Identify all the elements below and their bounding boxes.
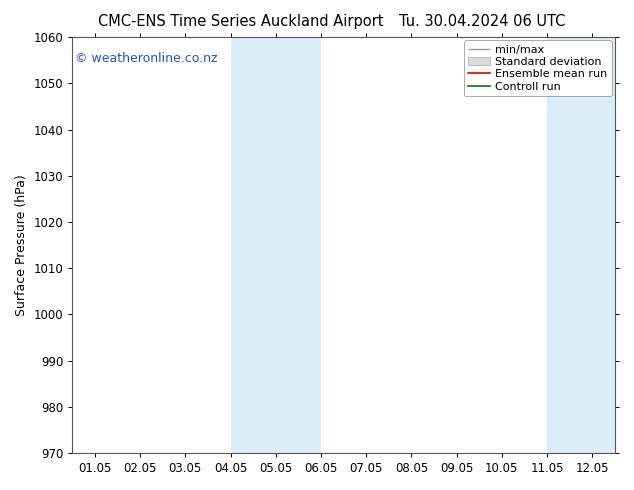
Text: CMC-ENS Time Series Auckland Airport: CMC-ENS Time Series Auckland Airport — [98, 14, 384, 29]
Y-axis label: Surface Pressure (hPa): Surface Pressure (hPa) — [15, 174, 28, 316]
Text: Tu. 30.04.2024 06 UTC: Tu. 30.04.2024 06 UTC — [399, 14, 565, 29]
Legend: min/max, Standard deviation, Ensemble mean run, Controll run: min/max, Standard deviation, Ensemble me… — [463, 41, 612, 96]
Bar — [547, 37, 634, 453]
Text: © weatheronline.co.nz: © weatheronline.co.nz — [75, 52, 217, 65]
Bar — [231, 37, 321, 453]
